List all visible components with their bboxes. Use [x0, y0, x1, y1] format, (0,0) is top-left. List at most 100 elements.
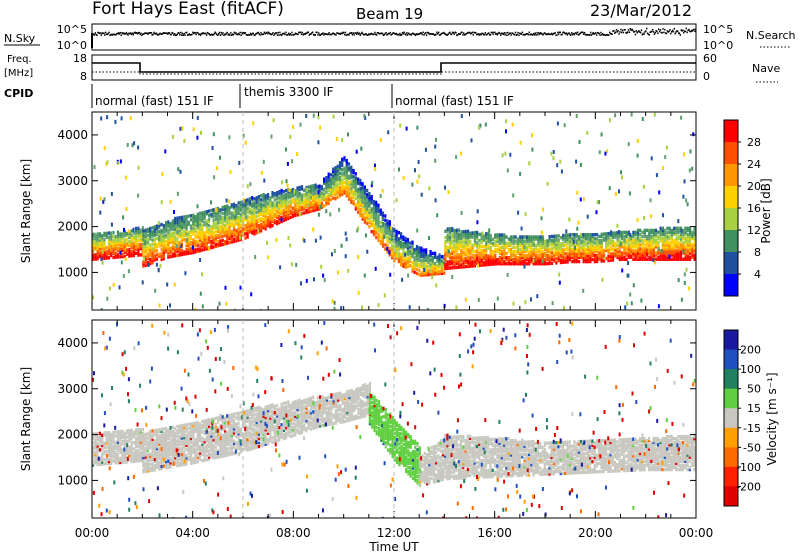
power-echo-cell [643, 257, 646, 261]
nsky-point [409, 33, 411, 36]
nsky-point [266, 31, 268, 34]
power-echo-cell [142, 235, 145, 239]
power-echo-cell [571, 253, 574, 258]
power-echo-cell [639, 251, 642, 255]
nsky-point [576, 31, 579, 34]
nsky-point [157, 34, 159, 36]
power-echo-cell [106, 296, 109, 301]
power-echo-cell [641, 243, 644, 247]
nsky-point [493, 31, 495, 34]
power-echo-cell [176, 228, 179, 233]
power-echo-cell [425, 250, 428, 254]
power-echo-cell [402, 245, 405, 250]
power-echo-cell [94, 238, 97, 243]
nsky-point [366, 34, 368, 36]
nsky-point [191, 33, 193, 36]
power-echo-cell [103, 246, 106, 250]
power-echo-cell [568, 237, 572, 241]
power-echo-cell [327, 199, 330, 203]
power-echo-cell [443, 271, 446, 275]
power-echo-cell [648, 236, 651, 241]
power-echo-cell [510, 247, 513, 252]
colorbar-tick-label: 16 [747, 202, 761, 215]
power-echo-cell [429, 252, 432, 256]
power-echo-cell [482, 250, 485, 255]
power-echo-cell [130, 229, 133, 233]
power-echo-cell [388, 228, 391, 232]
power-echo-cell [422, 265, 425, 269]
power-echo-cell [664, 236, 667, 241]
power-echo-cell [114, 253, 117, 257]
nsky-point [545, 33, 548, 36]
power-echo-cell [239, 217, 242, 221]
power-echo-cell [192, 226, 195, 230]
power-echo-cell [264, 194, 267, 198]
power-echo-cell [359, 201, 362, 205]
power-echo-cell [242, 198, 245, 203]
power-echo-cell [123, 248, 126, 252]
velocity-echo-cell [114, 461, 117, 465]
power-echo-cell [314, 187, 317, 191]
power-echo-cell [691, 253, 694, 257]
power-echo-cell [571, 241, 574, 245]
power-echo-cell [584, 241, 587, 245]
power-echo-cell [643, 239, 646, 243]
power-echo-cell [187, 235, 190, 239]
power-echo-cell [327, 182, 330, 187]
nsky-point [457, 33, 460, 35]
power-echo-cell [598, 255, 601, 259]
power-echo-cell [525, 249, 529, 254]
power-echo-cell [179, 232, 181, 237]
nsky-point [555, 34, 557, 37]
power-echo-cell [420, 250, 423, 255]
power-echo-cell [643, 228, 646, 233]
power-echo-cell [199, 242, 202, 247]
nsky-point [539, 32, 542, 34]
power-echo-cell [460, 244, 463, 249]
power-echo-cell [260, 210, 263, 214]
power-echo-cell [632, 241, 635, 245]
power-echo-cell [643, 253, 646, 257]
power-echo-cell [686, 247, 689, 251]
power-echo-cell [568, 245, 572, 249]
velocity-echo-cell [130, 435, 133, 439]
power-echo-cell [194, 219, 197, 223]
power-echo-cell [287, 212, 290, 216]
power-echo-cell [237, 205, 240, 209]
power-echo-cell [673, 251, 676, 255]
nsky-point [587, 34, 589, 36]
power-echo-cell [605, 244, 608, 248]
power-echo-cell [478, 125, 481, 130]
power-echo-cell [584, 249, 587, 253]
power-echo-cell [429, 266, 432, 270]
nsky-point [174, 34, 177, 37]
velocity-echo-cell [139, 450, 142, 455]
power-echo-cell [127, 229, 130, 234]
power-echo-cell [523, 260, 526, 264]
power-echo-cell [575, 249, 578, 253]
nsky-point [382, 34, 385, 36]
nsky-point [346, 34, 348, 36]
power-echo-cell [174, 219, 177, 223]
power-echo-cell [237, 201, 240, 205]
power-echo-cell [253, 219, 256, 224]
power-echo-cell [260, 198, 263, 202]
power-echo-cell [329, 177, 332, 181]
power-echo-cell [114, 255, 117, 259]
power-echo-cell [519, 237, 522, 241]
power-echo-cell [609, 233, 612, 238]
nsky-point [111, 34, 114, 36]
nsky-trace [91, 27, 697, 48]
power-echo-cell [149, 253, 152, 258]
power-echo-cell [255, 210, 258, 214]
power-echo-cell [312, 113, 315, 118]
power-echo-cell [532, 251, 535, 256]
power-echo-cell [251, 227, 254, 231]
power-echo-cell [591, 237, 594, 241]
nsky-point [447, 33, 449, 36]
power-echo-cell [368, 225, 371, 229]
nsky-point [109, 34, 111, 37]
power-echo-cell [312, 194, 315, 198]
power-echo-cell [436, 267, 439, 272]
power-echo-cell [273, 218, 276, 223]
